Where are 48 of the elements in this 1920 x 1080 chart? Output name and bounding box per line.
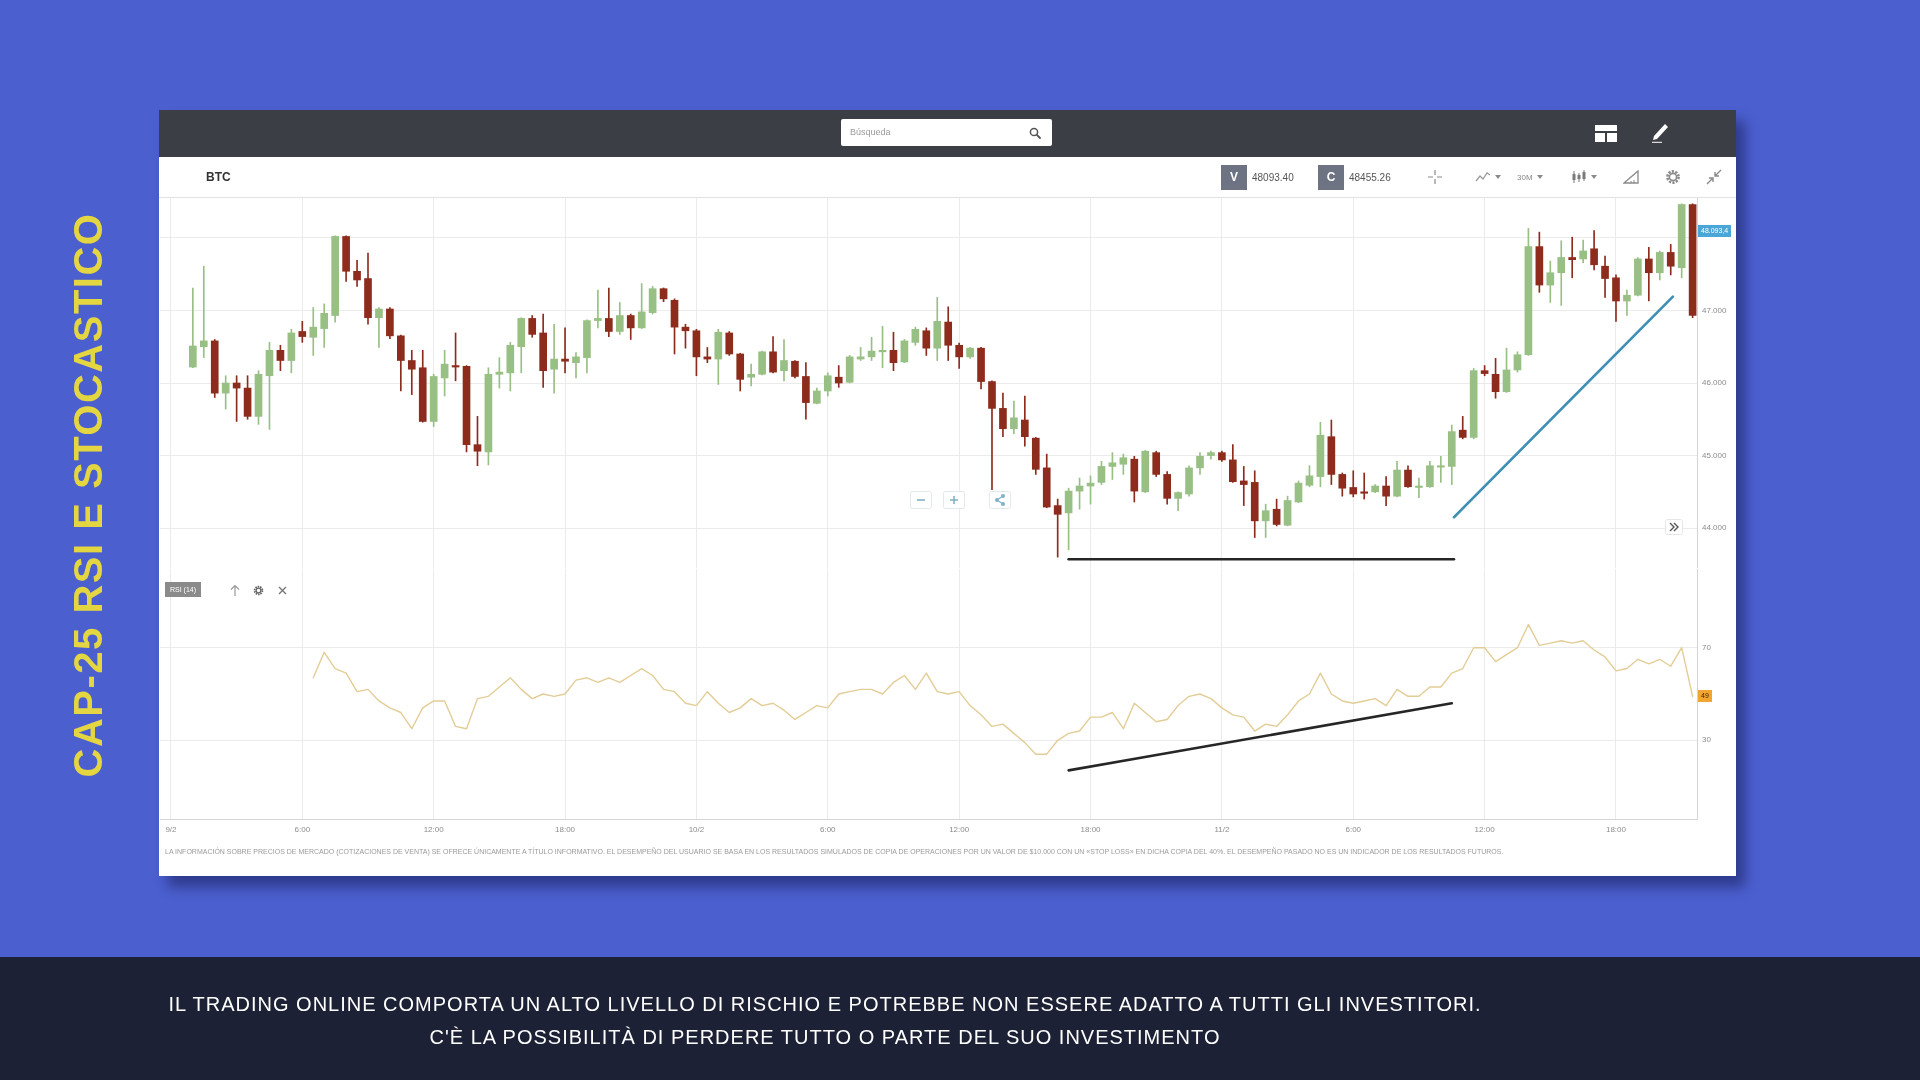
candlestick xyxy=(1557,240,1566,306)
x-tick-label: 18:00 xyxy=(1080,825,1102,834)
text: Búsqueda xyxy=(850,127,891,138)
x-tick-label: 9/2 xyxy=(165,825,178,834)
candlestick xyxy=(834,365,843,388)
x-tick-label: 10/2 xyxy=(688,825,705,834)
y-tick-label: 47.000 xyxy=(1702,305,1728,315)
candlestick xyxy=(309,307,318,356)
candlestick xyxy=(1623,289,1631,316)
text: C'È LA POSSIBILITÀ DI PERDERE TUTTO O PARTE DEL SUO INVESTIMENTO xyxy=(429,1026,1221,1048)
text: 48455.26 xyxy=(1349,172,1391,183)
y-tick-label: 46.000 xyxy=(1702,378,1728,388)
x-tick-label: 6:00 xyxy=(1345,825,1362,834)
chart-subtitle: BTC xyxy=(206,170,231,184)
candlestick xyxy=(375,307,383,348)
text: CAP-25 RSI E STOCASTICO xyxy=(66,212,110,778)
candlestick xyxy=(1239,466,1248,506)
candlestick xyxy=(1568,236,1577,279)
candlestick xyxy=(1349,470,1358,498)
x-tick-label: 6:00 xyxy=(820,825,837,834)
x-tick-label: 18:00 xyxy=(1605,825,1627,834)
y-tick-label: 30 xyxy=(1702,735,1712,745)
candlestick xyxy=(561,327,569,374)
text: 30M xyxy=(1517,173,1533,182)
candlestick xyxy=(572,352,580,379)
candlestick xyxy=(407,350,416,395)
candlestick xyxy=(1437,455,1445,483)
x-tick-label: 12:00 xyxy=(423,825,445,834)
y-tick-label: 44.000 xyxy=(1702,523,1728,533)
text: 48093.40 xyxy=(1252,172,1294,183)
text: IL TRADING ONLINE COMPORTA UN ALTO LIVELLO DI RISCHIO E POTREBBE NON ESSERE ADATTO A TUTTI GLI INVESTITORI. xyxy=(168,993,1482,1015)
candlestick xyxy=(1053,498,1062,558)
x-tick-label: 11/2 xyxy=(1214,825,1230,834)
x-tick-label: 6:00 xyxy=(294,825,311,834)
y-tick-label: 45.000 xyxy=(1702,450,1728,460)
candlestick xyxy=(550,323,558,394)
candlestick xyxy=(988,380,996,490)
candlestick xyxy=(199,265,208,358)
candlestick xyxy=(1415,477,1423,498)
y-tick-label: 70 xyxy=(1702,642,1712,652)
candlestick xyxy=(1360,472,1369,500)
x-tick-label: 12:00 xyxy=(949,825,970,834)
x-tick-label: 12:00 xyxy=(1474,825,1496,834)
x-tick-label: 18:00 xyxy=(555,825,576,834)
text: V xyxy=(1221,165,1247,190)
candlestick xyxy=(747,363,755,387)
text: C xyxy=(1318,165,1344,190)
candlestick xyxy=(594,289,602,329)
